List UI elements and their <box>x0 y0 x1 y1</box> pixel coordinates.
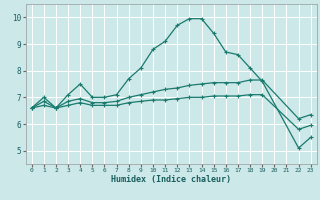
X-axis label: Humidex (Indice chaleur): Humidex (Indice chaleur) <box>111 175 231 184</box>
